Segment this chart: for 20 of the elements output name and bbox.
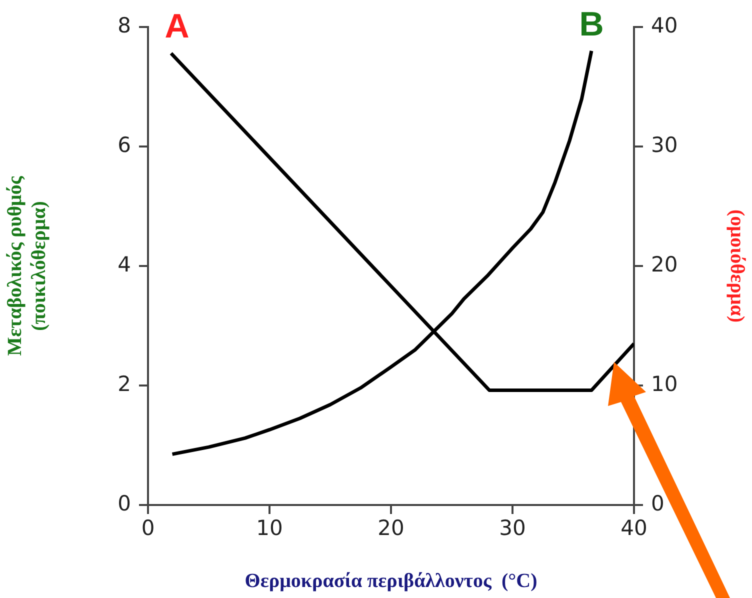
y-tick-label: 2 [118,372,131,396]
x-tick-label: 0 [141,516,155,540]
y-tick-label: 8 [118,13,131,38]
x-tick-label: 20 [378,516,404,540]
x-tick-label: 40 [620,516,648,540]
y2-tick-label: 30 [651,132,678,157]
series-label: A [164,8,190,46]
y2-axis-title: (ομοιόθερμα) [726,209,748,323]
series-label: B [579,5,604,44]
x-tick-label: 30 [499,516,526,540]
y-tick-label: 6 [118,132,131,157]
y2-tick-label: 40 [651,13,678,38]
x-axis-title: Θερμοκρασία περιβάλλοντος (°C) [244,570,538,592]
y-tick-label: 4 [118,252,131,276]
y2-tick-label: 0 [651,491,664,516]
y2-tick-label: 10 [651,372,678,396]
y-axis-title: Μεταβολικός ρυθμός (ποικιλόθερμα) [4,176,50,356]
y-tick-label: 0 [118,491,131,516]
x-tick-label: 10 [256,516,283,540]
y2-tick-label: 20 [651,252,678,276]
